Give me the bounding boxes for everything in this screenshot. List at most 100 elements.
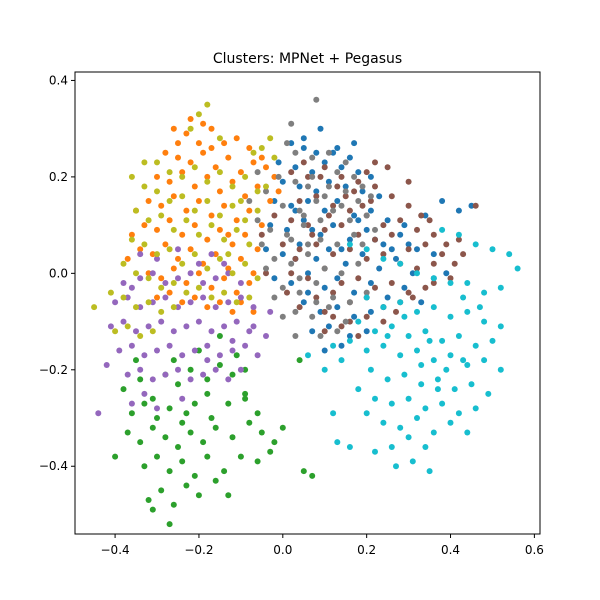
data-point (330, 313, 337, 320)
data-point (405, 246, 412, 253)
data-point (212, 477, 219, 484)
data-point (455, 333, 462, 339)
data-point (346, 236, 353, 243)
data-point (112, 453, 119, 460)
data-point (179, 395, 186, 402)
data-point (351, 188, 358, 195)
data-point (338, 280, 345, 286)
data-point (338, 222, 345, 229)
data-point (279, 251, 286, 258)
data-point (170, 304, 177, 311)
data-point (154, 255, 160, 262)
data-point (124, 323, 131, 330)
data-point (309, 169, 316, 176)
data-point (279, 241, 286, 248)
data-point (372, 226, 378, 233)
data-point (246, 241, 253, 248)
y-tick-label: −0.2 (39, 363, 68, 377)
data-point (141, 390, 148, 397)
data-point (133, 328, 139, 335)
data-point (300, 222, 307, 229)
data-point (305, 173, 311, 180)
data-point (166, 246, 173, 253)
data-point (258, 429, 265, 436)
data-point (246, 419, 253, 426)
data-point (166, 169, 173, 176)
data-point (321, 308, 328, 315)
data-point (330, 202, 337, 209)
data-point (267, 198, 274, 204)
data-point (393, 308, 399, 315)
data-point (355, 260, 362, 267)
data-point (216, 169, 223, 176)
data-point (481, 318, 488, 325)
data-point (288, 217, 295, 224)
data-point (279, 178, 286, 185)
data-point (229, 183, 236, 190)
data-point (225, 231, 232, 238)
data-point (363, 246, 370, 253)
data-point (216, 135, 223, 142)
data-point (254, 183, 261, 190)
data-point (443, 241, 450, 248)
data-point (170, 226, 177, 233)
data-point (170, 265, 177, 272)
data-point (175, 255, 181, 262)
data-point (191, 251, 198, 258)
data-point (145, 497, 152, 503)
y-tick-label: −0.4 (39, 459, 68, 473)
data-point (296, 357, 303, 364)
data-point (380, 342, 387, 349)
data-point (120, 294, 127, 301)
data-point (141, 222, 148, 229)
data-point (212, 164, 219, 171)
data-point (158, 202, 165, 209)
data-point (439, 198, 446, 204)
data-point (275, 188, 282, 195)
data-point (460, 251, 467, 258)
data-point (204, 453, 211, 460)
data-point (288, 120, 295, 127)
data-point (418, 212, 425, 219)
data-point (405, 178, 412, 185)
data-point (250, 149, 257, 156)
data-point (175, 275, 181, 282)
data-point (397, 352, 404, 359)
data-point (300, 468, 307, 475)
x-tick-label: −0.4 (101, 543, 130, 557)
data-point (175, 381, 181, 388)
data-point (355, 217, 362, 224)
data-point (212, 366, 219, 373)
data-point (170, 280, 177, 286)
data-point (208, 212, 215, 219)
data-point (372, 183, 378, 190)
data-point (430, 429, 437, 436)
data-point (384, 217, 391, 224)
data-point (481, 289, 488, 296)
data-point (154, 415, 160, 421)
data-point (430, 260, 437, 267)
data-point (237, 280, 244, 286)
data-point (430, 251, 437, 258)
data-point (380, 241, 387, 248)
data-point (191, 183, 198, 190)
data-point (305, 241, 311, 248)
data-point (162, 280, 169, 286)
data-point (179, 231, 186, 238)
data-point (330, 410, 337, 417)
data-point (216, 352, 223, 359)
data-point (162, 294, 169, 301)
data-point (296, 246, 303, 253)
data-point (376, 265, 383, 272)
data-point (338, 270, 345, 277)
data-point (288, 140, 295, 147)
data-point (158, 212, 165, 219)
data-point (208, 294, 215, 301)
data-point (141, 463, 148, 470)
data-point (414, 347, 420, 354)
data-point (405, 289, 412, 296)
data-point (296, 183, 303, 190)
data-point (460, 294, 467, 301)
data-point (367, 366, 374, 373)
